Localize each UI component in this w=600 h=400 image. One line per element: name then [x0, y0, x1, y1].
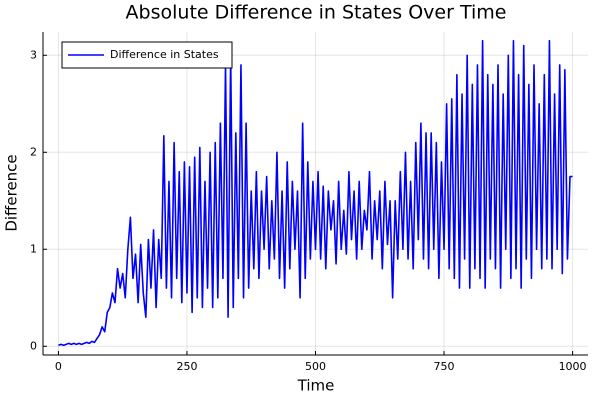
y-tick-label: 2	[30, 145, 37, 158]
x-tick-label: 250	[176, 360, 197, 373]
legend-label: Difference in States	[110, 48, 219, 61]
y-tick-label: 0	[30, 339, 37, 352]
chart-title: Absolute Difference in States Over Time	[126, 2, 507, 24]
x-axis-label: Time	[297, 377, 335, 395]
x-tick-label: 750	[434, 360, 455, 373]
legend: Difference in States	[61, 41, 233, 69]
y-tick-label: 1	[30, 242, 37, 255]
x-tick-label: 1000	[559, 360, 587, 373]
y-axis-label: Difference	[3, 154, 21, 231]
data-line	[58, 39, 573, 347]
y-tick-label: 3	[30, 48, 37, 61]
x-tick-label: 0	[55, 360, 62, 373]
x-tick-label: 500	[305, 360, 326, 373]
